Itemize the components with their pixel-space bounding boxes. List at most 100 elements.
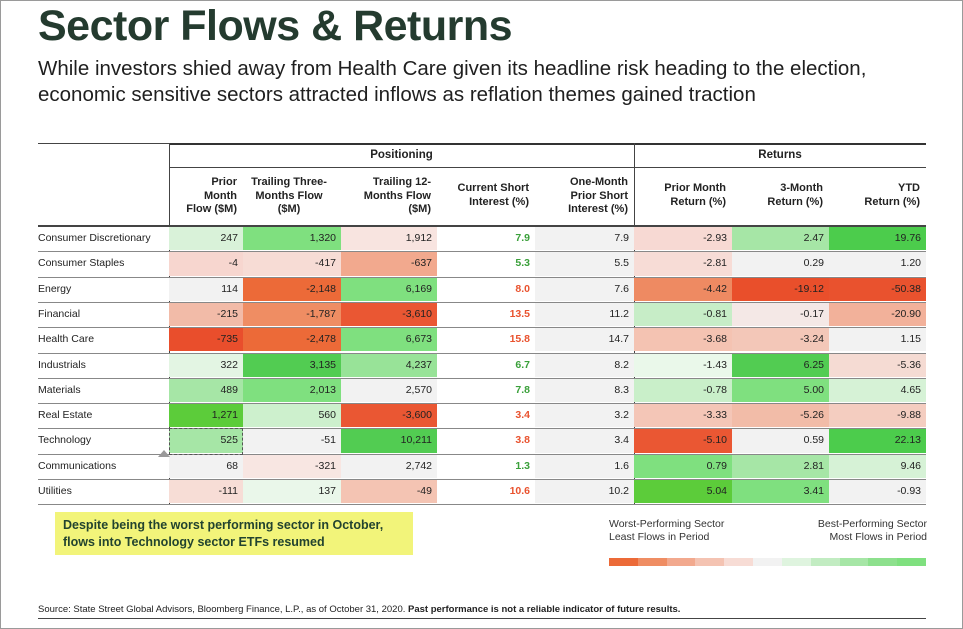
table-cell: -1,787 [243, 302, 341, 327]
page-subtitle: While investors shied away from Health C… [38, 57, 867, 106]
row-rule-2 [38, 276, 926, 278]
table-cell: 22.13 [829, 429, 926, 453]
table-cell: 489 [169, 378, 243, 403]
table-cell: -4 [169, 252, 243, 276]
column-header-4-line-1: Current Short [457, 182, 530, 194]
table-cell: -3,610 [341, 302, 437, 327]
table-cell: 4.65 [829, 378, 926, 403]
column-header-7: 3-Month Return (%) [732, 182, 823, 209]
table-cell: 3.4 [535, 429, 634, 453]
table-cell: 4,237 [341, 353, 437, 377]
table-cell: 6.7 [437, 353, 535, 377]
table-cell: -215 [169, 302, 243, 327]
table-cell: 9.46 [829, 454, 926, 478]
table-cell: -0.17 [732, 302, 829, 327]
legend-swatch [753, 558, 783, 566]
table-cell: 7.8 [437, 378, 535, 403]
table-cell: 3.8 [437, 429, 535, 453]
table-cell: 0.29 [732, 252, 829, 276]
column-header-2: Trailing Three- Months Flow ($M) [243, 176, 335, 217]
returns-group-label: Returns [758, 149, 802, 161]
column-header-6-line-2: Return (%) [670, 195, 726, 208]
table-cell: -5.10 [634, 429, 732, 453]
column-header-8: YTD Return (%) [829, 182, 920, 209]
table-cell: -49 [341, 480, 437, 504]
legend-swatch [839, 558, 869, 566]
table-cell: 8.2 [535, 353, 634, 377]
table-cell: 6,673 [341, 328, 437, 352]
column-header-3-line-3: ($M) [408, 203, 431, 215]
table-cell: -20.90 [829, 302, 926, 327]
group-underline-2 [634, 167, 926, 168]
table-cell: -1.43 [634, 353, 732, 377]
row-label-2: Consumer Staples [38, 257, 125, 270]
row-label-6: Industrials [38, 358, 86, 371]
legend-swatch [637, 558, 668, 566]
table-cell: -9.88 [829, 404, 926, 428]
table-cell: 6,169 [341, 277, 437, 301]
row-label-1: Consumer Discretionary [38, 232, 151, 244]
source-note: Source: State Street Global Advisors, Bl… [38, 604, 680, 615]
legend-swatch [666, 558, 696, 566]
column-header-5-line-3: Interest (%) [568, 203, 628, 215]
table-cell: -321 [243, 454, 341, 478]
table-cell: 1,271 [169, 404, 243, 428]
table-cell: 247 [169, 227, 243, 251]
table-cell: -19.12 [732, 277, 829, 301]
row-label-11: Utilities [38, 485, 72, 497]
table-cell: -637 [341, 252, 437, 276]
header-bottom-rule [38, 225, 926, 227]
technology-highlight-box [169, 428, 243, 455]
table-cell: 322 [169, 353, 243, 377]
column-header-8-line-1: YTD [898, 182, 920, 194]
table-cell: 0.79 [634, 454, 732, 478]
table-cell: 10.6 [437, 480, 535, 504]
legend-right-line-1: Best-Performing Sector [817, 518, 927, 530]
row-rule-5 [38, 352, 926, 354]
bottom-rule [38, 618, 926, 619]
row-label-10: Communications [38, 459, 117, 472]
source-text: Source: State Street Global Advisors, Bl… [38, 604, 406, 615]
column-header-6-line-1: Prior Month [664, 182, 726, 194]
table-cell: -3,600 [341, 404, 437, 428]
table-cell: -0.81 [634, 302, 732, 327]
legend-swatch [781, 558, 812, 566]
header-top-rule [38, 143, 169, 144]
table-cell: -5.36 [829, 353, 926, 377]
column-header-1-line-1: Prior [211, 176, 237, 188]
row-rule-3 [38, 301, 926, 303]
row-rule-7 [38, 403, 926, 405]
row-label-7: Materials [38, 383, 81, 396]
row-rule-6 [38, 377, 926, 379]
returns-group-rule [634, 143, 926, 145]
table-cell: 3,135 [243, 353, 341, 377]
table-cell: -2,478 [243, 328, 341, 352]
positioning-group-rule [169, 143, 634, 145]
row-label-3: Energy [38, 282, 72, 295]
source-disclaimer: Past performance is not a reliable indic… [408, 604, 681, 615]
column-header-3: Trailing 12- Months Flow ($M) [341, 176, 431, 217]
legend-swatch [724, 558, 754, 566]
table-cell: 2.81 [732, 454, 829, 478]
column-header-4-line-2: Interest (%) [469, 195, 529, 208]
row-rule-1 [38, 251, 926, 253]
table-cell: 1.6 [535, 454, 634, 478]
column-header-8-line-2: Return (%) [864, 195, 920, 208]
row-label-8: Real Estate [38, 409, 93, 422]
row-rule-9 [38, 453, 926, 455]
column-header-2-line-3: ($M) [277, 203, 301, 215]
row-label-5: Health Care [38, 333, 95, 346]
column-header-2-line-1: Trailing Three- [251, 176, 327, 188]
table-cell: 14.7 [535, 328, 634, 352]
callout-pointer [158, 449, 170, 457]
table-cell: 5.3 [437, 252, 535, 276]
table-cell: 13.5 [437, 302, 535, 327]
column-header-6: Prior Month Return (%) [634, 182, 726, 209]
column-header-5-line-2: Prior Short [570, 189, 628, 202]
table-cell: 8.0 [437, 277, 535, 301]
table-cell: 0.59 [732, 429, 829, 453]
table-cell: 11.2 [535, 302, 634, 327]
table-cell: -111 [169, 480, 243, 504]
legend-left: Worst-Performing Sector Least Flows in P… [609, 518, 724, 544]
table-cell: 7.9 [437, 227, 535, 251]
